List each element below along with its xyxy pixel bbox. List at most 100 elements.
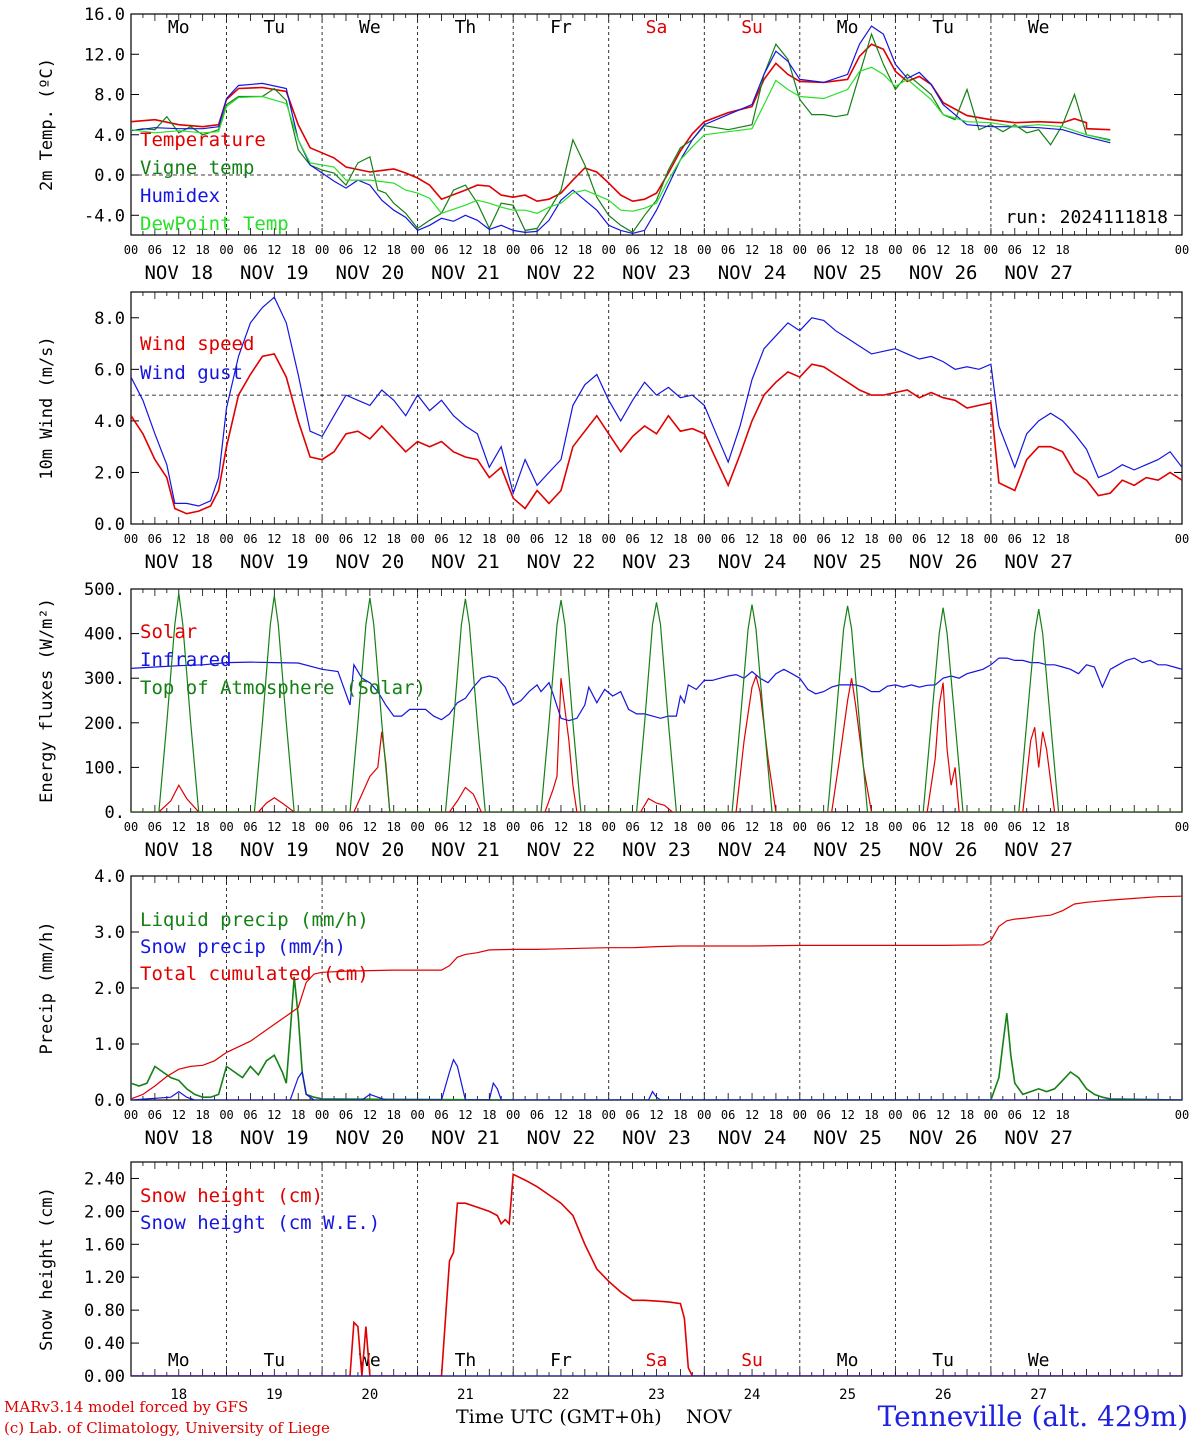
weekday-label: We: [359, 17, 381, 38]
hour-tick-label: 12: [745, 820, 759, 834]
hour-tick-label: 18: [195, 532, 209, 546]
hour-tick-label: 18: [1055, 1108, 1069, 1122]
hour-tick-label: 18: [864, 820, 878, 834]
snow-ytick-label: 2.00: [84, 1202, 125, 1222]
hour-tick-label: 00: [793, 532, 807, 546]
flux-ytick-label: 400.: [84, 625, 125, 645]
hour-tick-label: 06: [625, 532, 639, 546]
hour-tick-label: 06: [721, 532, 735, 546]
wind-ytick-label: 2.0: [94, 463, 125, 483]
hour-tick-label: 18: [291, 532, 305, 546]
hour-tick-label: 00: [219, 532, 233, 546]
temp-ytick-label: 8.0: [94, 86, 125, 106]
hour-tick-label: 00: [984, 243, 998, 257]
hour-tick-label: 00: [506, 243, 520, 257]
date-label: NOV 22: [527, 551, 596, 573]
date-label: NOV 26: [909, 1127, 978, 1149]
day-number-label: 21: [457, 1387, 474, 1403]
date-label: NOV 27: [1004, 262, 1073, 284]
date-label: NOV 23: [622, 551, 691, 573]
snow-ytick-label: 1.20: [84, 1268, 125, 1288]
hour-tick-label: 00: [984, 1108, 998, 1122]
precip-ytick-label: 0.0: [94, 1091, 125, 1111]
hour-tick-label: 00: [793, 243, 807, 257]
precip-ytick-label: 4.0: [94, 867, 125, 887]
hour-tick-label: 18: [291, 1108, 305, 1122]
hour-tick-label: 06: [721, 243, 735, 257]
snow-series-line-snow-height-cm-: [131, 1173, 1182, 1376]
hour-tick-label: 06: [816, 820, 830, 834]
hour-tick-label: 00: [888, 532, 902, 546]
snow-ytick-label: 2.40: [84, 1169, 125, 1189]
hour-tick-label: 00: [697, 532, 711, 546]
snow-ylabel: Snow height (cm): [37, 1187, 57, 1351]
hour-tick-label: 12: [649, 1108, 663, 1122]
date-label: NOV 20: [336, 1127, 405, 1149]
hour-tick-label: 06: [339, 820, 353, 834]
hour-tick-label: 18: [291, 243, 305, 257]
month-label: NOV: [686, 1406, 732, 1428]
hour-tick-label: 12: [745, 532, 759, 546]
weekday-label: Mo: [837, 1350, 859, 1371]
wind-ytick-label: 6.0: [94, 360, 125, 380]
date-label: NOV 21: [431, 551, 500, 573]
date-label: NOV 25: [813, 551, 882, 573]
temp-legend-entry: DewPoint Temp: [140, 213, 289, 235]
temp-series-line-humidex: [131, 25, 1111, 235]
hour-tick-label: 18: [864, 1108, 878, 1122]
hour-tick-label: 06: [339, 243, 353, 257]
hour-tick-label: 18: [1055, 820, 1069, 834]
hour-tick-label: 12: [363, 820, 377, 834]
temp-series-line-vigne-temp: [131, 32, 1111, 234]
date-label: NOV 21: [431, 262, 500, 284]
hour-tick-label: 12: [172, 532, 186, 546]
hour-tick-label: 12: [172, 243, 186, 257]
hour-tick-label: 06: [243, 243, 257, 257]
hour-tick-label: 18: [769, 532, 783, 546]
hour-tick-label: 00: [697, 1108, 711, 1122]
date-label: NOV 24: [718, 262, 787, 284]
weekday-label: Th: [455, 1350, 477, 1371]
hour-tick-label: 00: [410, 1108, 424, 1122]
date-label: NOV 22: [527, 262, 596, 284]
hour-tick-label: 18: [482, 820, 496, 834]
hour-tick-label: 18: [1055, 532, 1069, 546]
hour-tick-label: 06: [912, 532, 926, 546]
hour-tick-label: 18: [960, 1108, 974, 1122]
hour-tick-label: 06: [912, 1108, 926, 1122]
hour-tick-label: 18: [673, 820, 687, 834]
hour-tick-label: 00: [602, 532, 616, 546]
date-label: NOV 22: [527, 1127, 596, 1149]
precip-ytick-label: 1.0: [94, 1035, 125, 1055]
hour-tick-label: 12: [1031, 532, 1045, 546]
date-label: NOV 20: [336, 839, 405, 861]
weekday-label: Tu: [932, 1350, 954, 1371]
date-label: NOV 21: [431, 839, 500, 861]
hour-tick-label: 00: [124, 532, 138, 546]
hour-tick-label: 12: [554, 1108, 568, 1122]
hour-tick-label: 00: [697, 243, 711, 257]
precip-ylabel: Precip (mm/h): [37, 921, 57, 1054]
hour-tick-label: 00: [410, 532, 424, 546]
hour-tick-label: 06: [434, 532, 448, 546]
hour-tick-label: 00: [506, 532, 520, 546]
date-label: NOV 23: [622, 839, 691, 861]
day-number-label: 22: [553, 1387, 570, 1403]
weekday-label: Sa: [646, 1350, 668, 1371]
weekday-label: Su: [741, 1350, 763, 1371]
hour-tick-label: 00: [219, 1108, 233, 1122]
hour-tick-label: 00: [888, 243, 902, 257]
weekday-label: Mo: [168, 1350, 190, 1371]
hour-tick-label: 06: [625, 243, 639, 257]
hour-tick-label: 06: [625, 820, 639, 834]
snow-ytick-label: 1.60: [84, 1235, 125, 1255]
temp-panel: -4.0 0.0 4.0 8.0 12.0 16.0 2m Temp. (ºC) Mo Tu We…: [37, 5, 1189, 284]
flux-ylabel: Energy fluxes (W/m²): [37, 598, 57, 803]
hour-tick-label: 06: [530, 1108, 544, 1122]
hour-tick-label: 00: [315, 820, 329, 834]
hour-tick-label: 12: [936, 1108, 950, 1122]
day-number-label: 26: [935, 1387, 952, 1403]
lab-credit: (c) Lab. of Climatology, University of L…: [4, 1419, 330, 1437]
precip-series-line-total-cumulated-cm-: [131, 895, 1182, 1100]
